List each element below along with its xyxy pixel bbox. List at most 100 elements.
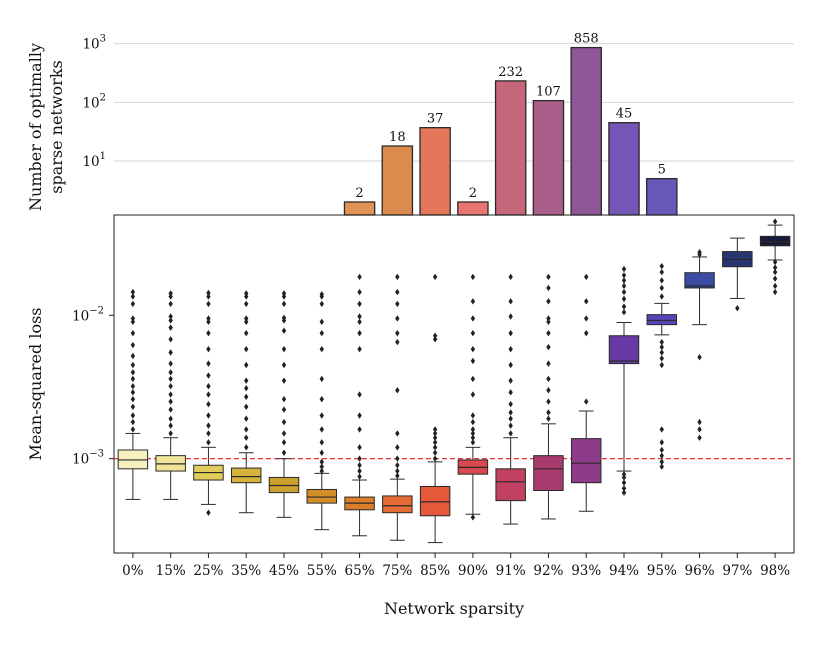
outlier-point [168,300,173,308]
outlier-point [130,395,136,403]
outlier-point [584,398,589,405]
outlier-point [470,430,476,437]
outlier-point [621,470,627,478]
outlier-point [244,318,249,326]
outlier-point [621,479,627,486]
outlier-point [659,361,664,369]
outlier-point [244,444,249,451]
outlier-point [470,514,476,521]
bar-chart-ylabel-line1: Number of optimally [26,43,45,211]
outlier-point [659,262,664,270]
outlier-point [281,406,287,413]
box-xtick-label: 96% [685,563,715,579]
outlier-point [168,290,173,297]
outlier-point [508,345,513,353]
outlier-point [621,288,627,296]
outlier-point [584,329,589,337]
outlier-point [432,434,438,441]
box-chart-boxes [117,218,791,544]
box-xtick-label: 55% [307,563,337,579]
box-iqr [533,455,564,492]
bar-ytick-base: 10 [82,154,99,170]
bar-ytick-label: 103 [82,34,106,53]
outlier-point [130,403,136,411]
bar-95% [646,177,678,216]
outlier-point [395,467,400,475]
outlier-point [432,444,438,451]
outlier-point [206,422,211,429]
bar-94% [608,122,640,216]
outlier-point [546,318,551,326]
outlier-point [168,375,173,383]
outlier-point [772,282,778,290]
outlier-point [206,430,211,437]
box-91% [495,273,526,525]
outlier-point [130,361,136,369]
outlier-point [546,360,551,367]
outlier-point [244,434,249,441]
bar-ytick-exponent: 2 [100,92,106,103]
outlier-point [546,343,551,351]
bar-chart-bars [343,46,678,216]
bar-85% [419,127,451,216]
outlier-point [130,369,136,376]
outlier-point [697,249,702,256]
outlier-point [621,272,627,279]
outlier-point [319,449,324,456]
outlier-point [546,409,551,416]
outlier-point [508,298,513,305]
box-chart-xlabel: Network sparsity [384,599,524,618]
outlier-point [206,345,211,353]
bar-ytick-base: 10 [82,95,99,111]
outlier-point [395,315,400,322]
outlier-point [432,426,438,433]
box-ytick-exponent: −3 [89,449,104,460]
outlier-point [357,467,362,475]
box-xtick-label: 93% [571,563,601,579]
outlier-point [735,304,740,312]
outlier-point [432,439,438,446]
outlier-point [357,300,362,308]
outlier-point [772,268,778,276]
outlier-point [621,277,627,284]
outlier-point [206,439,211,446]
outlier-point [659,277,664,284]
box-94% [608,265,640,496]
outlier-point [508,329,513,337]
box-xtick-label: 92% [533,563,563,579]
box-iqr [646,314,678,326]
outlier-point [281,439,287,446]
outlier-point [206,400,211,408]
box-ytick-label: 10−2 [72,305,104,324]
outlier-point [357,426,362,433]
box-93% [570,273,602,512]
outlier-point [206,318,211,326]
box-xtick-label: 95% [647,563,677,579]
outlier-point [244,300,249,308]
outlier-point [508,273,513,281]
outlier-point [281,345,287,353]
outlier-point [281,327,287,334]
outlier-point [584,315,589,322]
bar-value-label: 45 [616,107,633,122]
outlier-point [244,345,249,353]
outlier-point [206,360,211,367]
outlier-point [357,288,362,296]
box-65% [344,273,375,537]
outlier-point [470,345,476,353]
box-98% [759,218,791,296]
outlier-point [395,444,400,451]
outlier-point [621,265,627,273]
outlier-point [470,412,476,419]
box-xtick-label: 97% [722,563,752,579]
outlier-point [244,393,249,401]
outlier-point [168,313,173,320]
outlier-point [772,218,778,225]
outlier-point [546,329,551,337]
outlier-point [546,398,551,405]
outlier-point [508,389,513,396]
outlier-point [659,268,664,276]
outlier-point [319,458,324,466]
outlier-point [244,329,249,337]
